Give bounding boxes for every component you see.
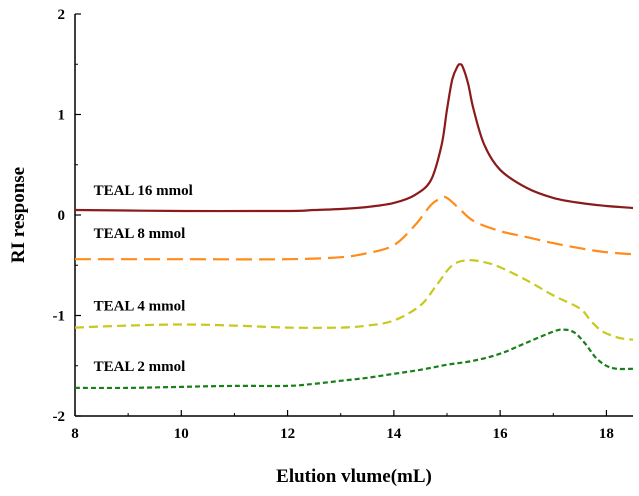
series-line-1 (74, 63, 634, 213)
x-tick-label: 8 (71, 426, 79, 442)
x-tick-label: 18 (599, 426, 614, 442)
y-tick-label: -2 (53, 409, 66, 425)
annotations-group: TEAL 16 mmol TEAL 8 mmol TEAL 4 mmol TEAL 2… (94, 183, 193, 375)
y-tick-label: -1 (53, 309, 66, 325)
y-axis-title: RI response (8, 167, 29, 263)
series-label-2: TEAL 8 mmol (94, 226, 186, 242)
series-line-4 (74, 328, 634, 390)
x-axis-title: Elution vlume(mL) (276, 466, 432, 487)
series-label-3: TEAL 4 mmol (94, 298, 186, 314)
x-tick-label: 16 (493, 426, 509, 442)
y-tick-label: 1 (58, 108, 66, 124)
series-label-1: TEAL 16 mmol (94, 183, 193, 199)
series-group (74, 63, 634, 390)
series-line-3 (74, 258, 634, 341)
y-tick-label: 2 (58, 7, 66, 23)
series-line-2 (75, 195, 634, 261)
y-tick-label: 0 (58, 208, 66, 224)
x-tick-label: 10 (174, 426, 189, 442)
series-label-4: TEAL 2 mmol (94, 359, 186, 375)
x-tick-label: 12 (280, 426, 295, 442)
x-tick-label: 14 (386, 426, 402, 442)
